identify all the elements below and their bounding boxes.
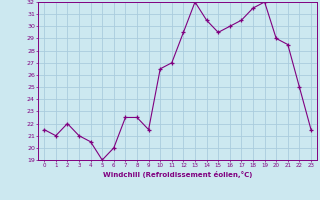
X-axis label: Windchill (Refroidissement éolien,°C): Windchill (Refroidissement éolien,°C) [103,171,252,178]
